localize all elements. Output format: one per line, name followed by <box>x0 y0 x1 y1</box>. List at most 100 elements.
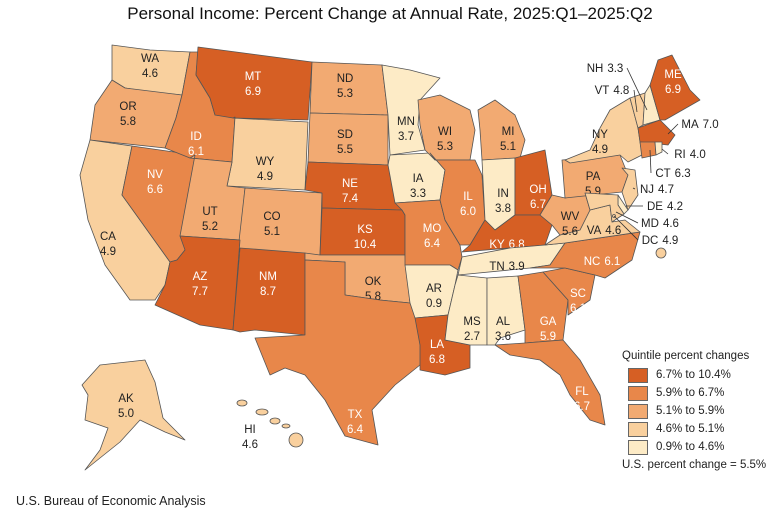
state-value: 6.1 <box>604 256 620 268</box>
state-wy: WY 4.9 <box>226 116 309 191</box>
state-value: 7.0 <box>703 119 719 131</box>
map-title: Personal Income: Percent Change at Annua… <box>127 4 653 23</box>
state-shape <box>429 152 486 246</box>
state-abbr: CA <box>100 231 116 243</box>
state-shape <box>654 141 663 156</box>
state-value: 6.4 <box>424 238 441 250</box>
state-value: 7.4 <box>342 193 359 205</box>
state-mi: MI 5.1 <box>477 99 526 161</box>
state-value: 5.0 <box>118 408 134 420</box>
state-value: 5.5 <box>337 144 353 156</box>
state-mn: MN 3.7 <box>381 64 441 156</box>
state-abbr: VT <box>595 85 610 97</box>
legend-swatch <box>628 439 648 455</box>
state-ia: IA 3.3 <box>387 152 446 204</box>
state-shape <box>477 99 526 161</box>
state-label: DC 4.9 <box>642 235 679 247</box>
state-abbr: MI <box>502 126 515 138</box>
state-value: 3.9 <box>509 261 525 273</box>
state-shape <box>254 259 426 446</box>
state-abbr: GA <box>540 316 557 328</box>
state-shape <box>649 54 701 121</box>
state-value: 3.3 <box>410 188 426 200</box>
leader-line <box>667 123 679 135</box>
state-ny: NY 4.9 <box>564 97 643 164</box>
state-shape <box>529 231 641 279</box>
state-value: 6.7 <box>574 401 590 413</box>
state-value: 4.9 <box>257 171 273 183</box>
state-ar: AR 0.9 <box>404 264 459 319</box>
state-value: 6.8 <box>429 354 445 366</box>
state-abbr: CO <box>263 211 280 223</box>
state-value: 4.8 <box>613 85 629 97</box>
state-abbr: NM <box>259 271 277 283</box>
source-footer: U.S. Bureau of Economic Analysis <box>16 494 206 508</box>
state-value: 6.1 <box>188 146 204 158</box>
state-co: CO 5.1 <box>237 187 323 256</box>
state-value: 6.4 <box>347 424 364 436</box>
state-abbr: UT <box>202 206 217 218</box>
state-nc: NC 6.1 <box>529 231 641 279</box>
state-ga: GA 5.9 <box>517 271 569 344</box>
state-value: 5.6 <box>562 226 578 238</box>
state-ct: CT 6.3 <box>639 141 691 180</box>
state-abbr: CT <box>655 168 670 180</box>
state-abbr: WA <box>141 53 159 65</box>
state-abbr: FL <box>575 386 589 398</box>
state-value: 5.3 <box>437 141 453 153</box>
state-value: 5.2 <box>202 221 218 233</box>
state-tx: TX 6.4 <box>254 259 426 446</box>
state-abbr: OR <box>119 101 136 113</box>
state-nm: NM 8.7 <box>232 247 306 336</box>
state-abbr: ID <box>190 131 202 143</box>
state-abbr: IL <box>463 191 473 203</box>
state-shape <box>81 359 186 471</box>
state-abbr: TN <box>489 261 504 273</box>
state-label: NJ 4.7 <box>640 184 674 196</box>
state-dc: DC 4.9 <box>612 214 679 247</box>
state-value: 4.6 <box>605 225 621 237</box>
leader-line <box>661 148 669 155</box>
leader-line <box>633 89 638 113</box>
state-abbr: MN <box>397 116 415 128</box>
state-label: RI 4.0 <box>674 149 706 161</box>
state-value: 4.7 <box>658 184 674 196</box>
legend-item: 0.9% to 4.6% <box>628 438 766 456</box>
state-abbr: NC <box>584 256 601 268</box>
state-hi: HI 4.6 <box>236 399 304 451</box>
state-ma: MA 7.0 <box>637 119 719 146</box>
state-abbr: PA <box>586 171 601 183</box>
island-shape <box>281 423 291 429</box>
legend-label: 5.9% to 6.7% <box>656 387 725 399</box>
state-abbr: AL <box>496 316 511 328</box>
state-abbr: TX <box>348 409 363 421</box>
legend: Quintile percent changes 6.7% to 10.4% 5… <box>622 350 766 471</box>
leader-line <box>632 187 636 190</box>
state-fl: FL 6.7 <box>494 339 606 426</box>
state-value: 8.7 <box>260 286 276 298</box>
state-oh: OH 6.7 <box>514 149 553 216</box>
state-abbr: MT <box>245 71 262 83</box>
state-nj: NJ 4.7 <box>621 167 674 211</box>
state-abbr: LA <box>430 339 444 351</box>
leader-line <box>613 215 639 241</box>
state-abbr: ME <box>664 69 682 81</box>
state-nv: NV 6.6 <box>121 145 196 263</box>
us-percent-change: U.S. percent change = 5.5% <box>622 459 767 471</box>
state-label: DE 4.2 <box>647 201 683 213</box>
state-abbr: IN <box>497 188 509 200</box>
legend-title: Quintile percent changes <box>622 350 750 362</box>
legend-swatch <box>628 367 648 383</box>
state-nd: ND 5.3 <box>309 61 389 116</box>
state-al: AL 3.6 <box>486 275 526 346</box>
state-me: ME 6.9 <box>649 54 701 121</box>
state-abbr: HI <box>244 424 256 436</box>
state-value: 4.6 <box>242 439 258 451</box>
state-value: 5.9 <box>540 331 556 343</box>
state-value: 5.1 <box>264 226 280 238</box>
state-value: 3.7 <box>398 131 414 143</box>
state-ri: RI 4.0 <box>654 141 706 161</box>
state-value: 10.4 <box>354 239 377 251</box>
legend-swatch <box>628 403 648 419</box>
